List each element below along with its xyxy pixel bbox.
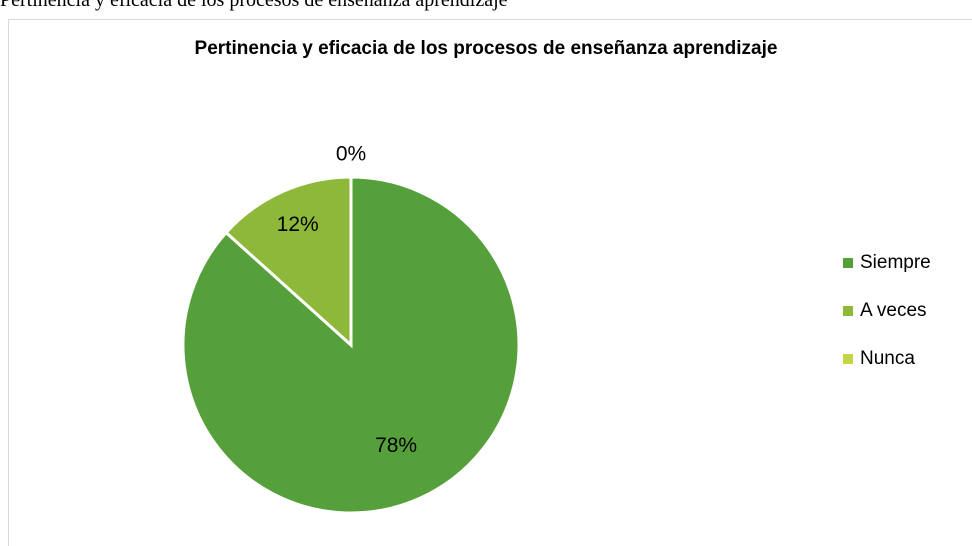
legend-label: Siempre <box>860 252 931 273</box>
data-label: 78% <box>375 434 417 457</box>
legend-label: A veces <box>860 300 927 321</box>
data-label: 12% <box>277 213 319 236</box>
legend-swatch <box>843 258 853 268</box>
caption: Pertinencia y eficacia de los procesos d… <box>0 0 508 11</box>
pie-slice <box>224 175 353 349</box>
chart-frame <box>8 19 972 546</box>
legend-label: Nunca <box>860 348 915 369</box>
legend-swatch <box>843 354 853 364</box>
legend-swatch <box>843 306 853 316</box>
data-label: 0% <box>336 143 366 166</box>
chart-title: Pertinencia y eficacia de los procesos d… <box>195 38 778 59</box>
